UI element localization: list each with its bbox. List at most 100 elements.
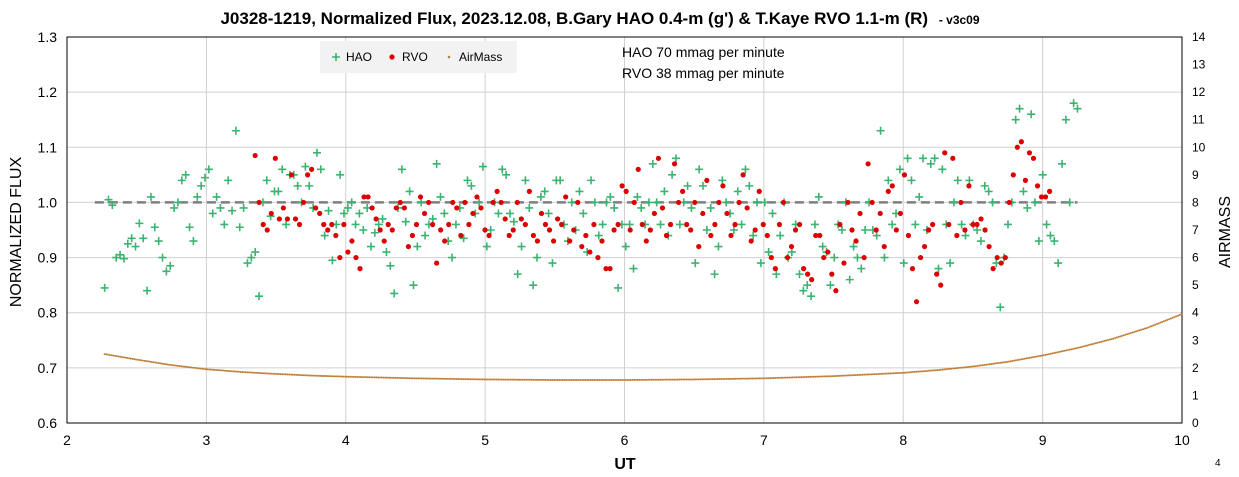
airmass-point [612, 378, 615, 381]
airmass-point [251, 371, 254, 374]
hao-point [505, 209, 514, 218]
airmass-point [216, 369, 219, 372]
airmass-point [215, 369, 218, 372]
hao-point [648, 159, 657, 168]
hao-point [540, 187, 549, 196]
hao-point [768, 209, 777, 218]
hao-point [718, 176, 727, 185]
airmass-point [786, 376, 789, 379]
rvo-point [571, 227, 577, 233]
airmass-point [342, 375, 345, 378]
airmass-point [765, 377, 768, 380]
hao-point [556, 176, 565, 185]
airmass-point [115, 355, 118, 358]
rvo-point [546, 227, 553, 233]
y2-tick-label: 10 [1192, 140, 1206, 154]
rvo-point [458, 232, 464, 239]
airmass-point [532, 378, 535, 381]
airmass-point [619, 378, 622, 381]
airmass-point [105, 353, 108, 356]
airmass-point [697, 378, 700, 381]
airmass-point [582, 378, 585, 381]
airmass-point [523, 378, 526, 381]
rvo-point [518, 216, 524, 222]
hao-point [1061, 115, 1070, 124]
airmass-point [222, 369, 225, 372]
airmass-point [1030, 356, 1033, 359]
airmass-point [514, 378, 517, 381]
airmass-point [1033, 355, 1036, 358]
airmass-point [155, 361, 158, 364]
airmass-point [577, 378, 580, 381]
airmass-point [148, 360, 151, 363]
hao-point [370, 228, 379, 237]
hao-point [108, 201, 117, 210]
airmass-point [176, 364, 179, 367]
airmass-point [1037, 355, 1040, 358]
rvo-point [873, 227, 879, 233]
airmass-point [739, 377, 742, 380]
airmass-point [103, 353, 106, 356]
rvo-point [575, 199, 581, 206]
airmass-point [411, 377, 414, 380]
airmass-point [704, 378, 707, 381]
airmass-point [878, 372, 881, 375]
airmass-series [103, 313, 1183, 381]
airmass-point [535, 378, 538, 381]
legend-items: HAO RVO AirMass [332, 50, 502, 64]
hao-point [135, 219, 144, 228]
airmass-point [974, 365, 977, 368]
airmass-point [1065, 349, 1068, 352]
rvo-point [611, 227, 617, 233]
airmass-point [192, 366, 195, 369]
airmass-point [842, 374, 845, 377]
airmass-point [373, 376, 376, 379]
hao-point [579, 209, 588, 218]
airmass-point [493, 378, 496, 381]
hao-point [818, 242, 827, 251]
airmass-point [431, 377, 434, 380]
airmass-point [333, 375, 336, 378]
airmass-point [420, 377, 423, 380]
hao-point [282, 220, 291, 229]
rvo-point [1042, 194, 1049, 200]
airmass-point [938, 368, 941, 371]
airmass-point [270, 372, 273, 375]
airmass-point [450, 377, 453, 380]
airmass-point [943, 368, 946, 371]
airmass-point [955, 367, 958, 370]
airmass-point [399, 376, 402, 379]
airmass-point [812, 375, 815, 378]
rvo-point [329, 221, 335, 228]
rvo-point [639, 221, 645, 228]
hao-point [1042, 220, 1051, 229]
hao-point [255, 292, 264, 301]
airmass-point [1074, 347, 1077, 350]
hao-point [961, 231, 970, 240]
airmass-point [265, 372, 268, 375]
hao-point [390, 289, 399, 298]
hao-point [382, 248, 391, 257]
legend-label: RVO [402, 50, 428, 64]
airmass-point [415, 377, 418, 380]
airmass-point [467, 378, 470, 381]
airmass-point [873, 373, 876, 376]
airmass-point [364, 376, 367, 379]
hao-point [123, 239, 132, 248]
airmass-point [1063, 349, 1066, 352]
rvo-point [438, 227, 444, 233]
airmass-point [309, 374, 312, 377]
airmass-point [957, 366, 960, 369]
airmass-point [744, 377, 747, 380]
airmass-point [913, 370, 916, 373]
airmass-point [1150, 325, 1153, 328]
airmass-point [723, 377, 726, 380]
airmass-point [507, 378, 510, 381]
airmass-point [377, 376, 380, 379]
rvo-point [942, 150, 948, 156]
airmass-point [875, 373, 878, 376]
airmass-point [370, 376, 373, 379]
airmass-point [830, 375, 833, 378]
airmass-point [657, 378, 660, 381]
legend-airmass-marker [447, 55, 451, 59]
